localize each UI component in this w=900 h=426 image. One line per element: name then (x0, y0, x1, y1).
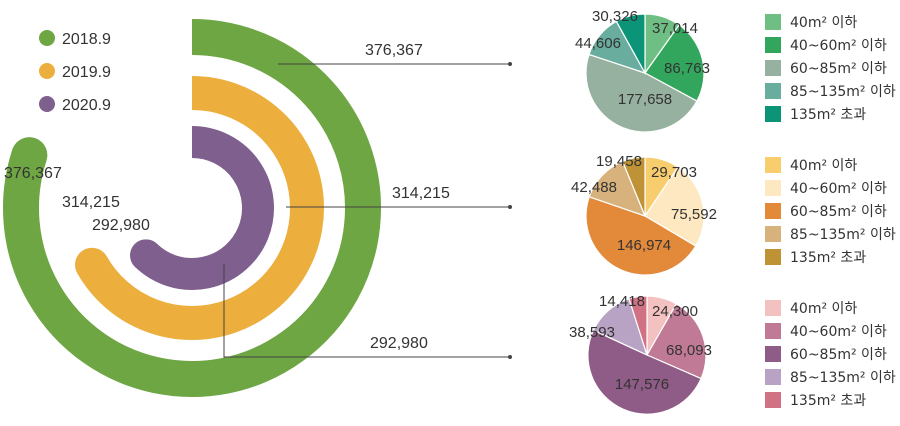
pie-legend-label: 135m² 초과 (790, 107, 866, 123)
pie-legend-swatch (765, 392, 781, 408)
pie-legend-label: 40~60m² 이하 (790, 38, 887, 54)
radial-bar-end-cap (129, 239, 162, 272)
legend-swatch-2019.9 (39, 63, 55, 79)
connector-line-2020 (223, 264, 510, 358)
radial-bar-2020.9 (134, 126, 274, 290)
pie-legend-swatch (765, 300, 781, 316)
pie-legend-label: 40m² 이하 (790, 15, 857, 31)
connector-value-label: 314,215 (392, 185, 450, 202)
connector-value-label: 376,367 (365, 42, 423, 59)
pie-legend-label: 40~60m² 이하 (790, 181, 887, 197)
pie-legend-label: 60~85m² 이하 (790, 61, 887, 77)
radial-bar-2019.9 (77, 76, 324, 340)
pie-slice (615, 13, 646, 76)
pie-slice (628, 295, 648, 356)
pie-legend-label: 40~60m² 이하 (790, 324, 887, 340)
pie-legend-swatch (765, 106, 781, 122)
pie-2020.9 (587, 295, 707, 415)
pie-legend-swatch (765, 37, 781, 53)
pie-slice (646, 303, 707, 380)
pie-legend-label: 60~85m² 이하 (790, 204, 887, 220)
pie-slice-value-label: 68,093 (666, 342, 712, 359)
pie-slice-value-label: 14,418 (599, 293, 645, 310)
pie-slice-value-label: 30,326 (592, 8, 638, 25)
pie-slice-value-label: 86,763 (664, 60, 710, 77)
pie-slice (644, 24, 705, 102)
pie-legend-label: 40m² 이하 (790, 158, 857, 174)
legend-label-2018.9: 2018.9 (62, 31, 111, 48)
pie-legend-label: 135m² 초과 (790, 250, 866, 266)
pie-slice-value-label: 146,974 (617, 237, 671, 254)
pie-legend-label: 60~85m² 이하 (790, 347, 887, 363)
connector-dot-2019 (508, 205, 512, 209)
legend-label-2019.9: 2019.9 (62, 64, 111, 81)
connector-dot-2018 (508, 62, 512, 66)
pie-2019.9 (585, 156, 705, 276)
pie-slice-value-label: 38,593 (569, 324, 615, 341)
pie-slice (585, 53, 698, 133)
connector-value-label: 292,980 (370, 335, 428, 352)
pie-legend-swatch (765, 180, 781, 196)
pie-legend-swatch (765, 14, 781, 30)
radial-end-value-label: 292,980 (92, 217, 150, 234)
pie-legend-label: 40m² 이하 (790, 301, 857, 317)
radial-bar-end-cap (74, 247, 109, 282)
pie-slice-value-label: 147,576 (615, 376, 669, 393)
pie-slice-value-label: 42,488 (571, 179, 617, 196)
pie-slice-value-label: 44,606 (575, 35, 621, 52)
pie-legend-label: 85~135m² 이하 (790, 227, 896, 243)
pie-legend-label: 85~135m² 이하 (790, 84, 896, 100)
radial-end-value-label: 376,367 (4, 165, 62, 182)
pie-slice (621, 156, 646, 217)
pie-legend-label: 85~135m² 이하 (790, 370, 896, 386)
pie-legend-swatch (765, 157, 781, 173)
pie-2018.9 (585, 13, 705, 133)
pie-legend-swatch (765, 323, 781, 339)
pie-slice (587, 329, 702, 415)
pie-legend-swatch (765, 83, 781, 99)
legend-swatch-2018.9 (39, 30, 55, 46)
pie-legend-swatch (765, 249, 781, 265)
pie-slice-value-label: 37,014 (652, 20, 698, 37)
pie-legend-swatch (765, 369, 781, 385)
pie-slice-value-label: 177,658 (618, 91, 672, 108)
pie-legend-label: 135m² 초과 (790, 393, 866, 409)
legend-label-2020.9: 2020.9 (62, 97, 111, 114)
radial-bar-end-cap (11, 137, 48, 174)
pie-legend-swatch (765, 60, 781, 76)
pie-slice (644, 166, 705, 247)
pie-legend-swatch (765, 203, 781, 219)
pie-legend-swatch (765, 346, 781, 362)
pie-legend-swatch (765, 226, 781, 242)
radial-end-value-label: 314,215 (62, 194, 120, 211)
pie-slice-value-label: 24,300 (652, 303, 698, 320)
pie-slice-value-label: 29,703 (651, 164, 697, 181)
connector-dot-2020 (508, 355, 512, 359)
pie-slice (585, 195, 697, 276)
pie-slice-value-label: 75,592 (671, 206, 717, 223)
pie-slice-value-label: 19,458 (596, 153, 642, 170)
legend-swatch-2020.9 (39, 96, 55, 112)
radial-bar-2018.9 (3, 19, 381, 397)
